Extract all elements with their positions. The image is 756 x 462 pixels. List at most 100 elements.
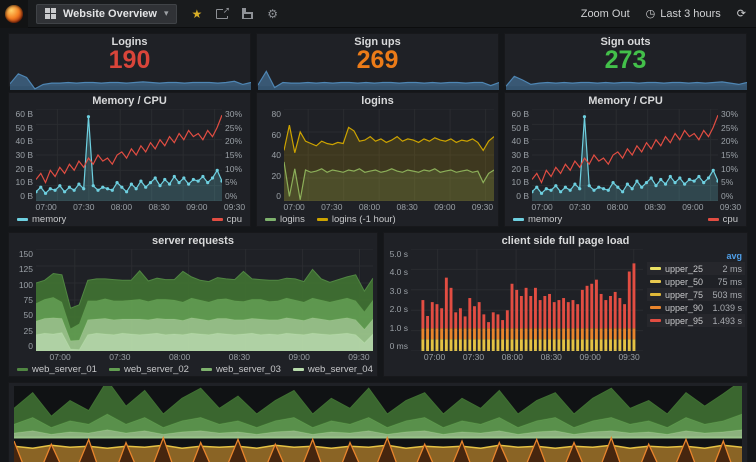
series-swatch (265, 217, 276, 221)
refresh-button[interactable]: ⟳ (737, 7, 746, 20)
series-label: upper_50 (665, 276, 704, 287)
series-avg-value: 1.493 s (712, 315, 742, 326)
series-swatch (17, 367, 28, 371)
legend-row[interactable]: upper_95 1.493 s (647, 314, 745, 327)
series-label: web_server_02 (123, 363, 189, 375)
memory-cpu-plot[interactable] (36, 109, 222, 201)
panel-title[interactable]: Sign ups (354, 35, 401, 48)
series-avg-value: 1.039 s (712, 302, 742, 313)
panel-title[interactable]: client side full page load (501, 234, 630, 247)
panel-title[interactable]: Sign outs (600, 35, 651, 48)
x-axis: 07:00 07:30 08:00 08:30 09:00 09:30 (423, 352, 640, 362)
zoom-out-button[interactable]: Zoom Out (580, 7, 630, 20)
save-icon[interactable] (242, 8, 254, 19)
legend: memory cpu (505, 212, 746, 226)
dashboard-picker[interactable]: Website Overview ▾ (36, 3, 178, 24)
series-avg-value: 2 ms (722, 263, 742, 274)
y-axis-right: 30% 25% 20% 15% 10% 5% 0% (225, 109, 243, 201)
y-axis-right: 30% 25% 20% 15% 10% 5% 0% (721, 109, 739, 201)
sparkline (506, 70, 747, 90)
series-avg-value: 503 ms (712, 289, 742, 300)
series-label: cpu (226, 213, 242, 225)
stat-panel-logins: Logins 190 (8, 33, 251, 90)
dashboard-grid-icon (45, 8, 56, 19)
series-swatch (292, 367, 304, 371)
series-label: web_server_04 (307, 363, 373, 375)
series-swatch (17, 217, 28, 221)
x-axis: 07:00 07:30 08:00 08:30 09:00 09:30 (283, 202, 494, 212)
big-graph-row: server requests 150 125 100 75 50 25 0 07:00 07… (8, 232, 748, 377)
overview-plot[interactable] (14, 386, 742, 462)
series-swatch (650, 306, 661, 309)
legend-row[interactable]: upper_50 75 ms (647, 275, 745, 288)
series-swatch (650, 267, 661, 270)
series-label: upper_90 (665, 302, 704, 313)
series-label: web_server_03 (215, 363, 281, 375)
panel-title[interactable]: Memory / CPU (588, 94, 663, 107)
series-label: memory (32, 213, 67, 225)
series-label: memory (528, 213, 563, 225)
series-label: logins (280, 213, 305, 225)
sparkline (258, 70, 499, 90)
panel-title[interactable]: Logins (111, 35, 148, 48)
legend-table: avg upper_25 2 ms upper_50 75 ms upper_7… (647, 250, 745, 327)
server-requests-panel: server requests 150 125 100 75 50 25 0 07:00 07… (8, 232, 378, 377)
y-axis-left: 150 125 100 75 50 25 0 (18, 249, 33, 351)
grafana-logo[interactable] (0, 0, 28, 28)
logins-plot[interactable] (284, 109, 494, 201)
page-load-panel: client side full page load 5.0 s 4.0 s 3.0… (383, 232, 748, 377)
series-label: logins (-1 hour) (331, 213, 396, 225)
legend: logins logins (-1 hour) (257, 212, 498, 226)
legend: web_server_01 web_server_02 web_server_03 w… (9, 362, 377, 376)
series-label: web_server_01 (32, 363, 97, 375)
page-load-plot[interactable] (411, 249, 643, 351)
clock-icon: ◷ (645, 8, 656, 20)
series-swatch (650, 280, 661, 283)
series-label: upper_95 (665, 315, 704, 326)
series-swatch (108, 367, 120, 371)
series-avg-value: 75 ms (717, 276, 742, 287)
x-axis: 07:00 07:30 08:00 08:30 09:00 09:30 (531, 202, 742, 212)
time-range-label: Last 3 hours (660, 7, 721, 20)
stat-value: 273 (604, 46, 647, 74)
share-icon[interactable] (216, 4, 231, 19)
x-axis: 07:00 07:30 08:00 08:30 09:00 09:30 (49, 352, 370, 362)
panel-title[interactable]: logins (361, 94, 394, 107)
overview-panel (8, 382, 748, 462)
legend-avg-header[interactable]: avg (726, 251, 742, 261)
legend-row[interactable]: upper_25 2 ms (647, 262, 745, 275)
legend-row[interactable]: upper_75 503 ms (647, 288, 745, 301)
top-navbar: Website Overview ▾ ★ ⚙ Zoom Out ◷ Last 3… (0, 0, 756, 28)
star-icon[interactable]: ★ (191, 6, 203, 21)
time-range-picker[interactable]: ◷ Last 3 hours (645, 7, 721, 21)
legend-rows: upper_25 2 ms upper_50 75 ms upper_75 50… (647, 262, 745, 327)
memory-cpu-plot[interactable] (532, 109, 718, 201)
stat-panel-signouts: Sign outs 273 (504, 33, 747, 90)
series-swatch (211, 217, 223, 221)
dashboard-title: Website Overview (63, 7, 157, 20)
stat-value: 190 (108, 46, 151, 74)
gear-icon[interactable]: ⚙ (267, 6, 279, 21)
series-swatch (316, 217, 328, 221)
panel-title[interactable]: Memory / CPU (92, 94, 167, 107)
x-axis: 07:00 07:30 08:00 08:30 09:00 09:30 (35, 202, 246, 212)
legend: memory cpu (9, 212, 250, 226)
sparkline (10, 70, 251, 90)
stat-row: Logins 190 Sign ups 269 Sign outs 273 (8, 33, 748, 90)
refresh-icon: ⟳ (736, 8, 746, 20)
panel-title[interactable]: server requests (152, 234, 234, 247)
y-axis-left: 80 60 40 20 0 (271, 109, 281, 201)
server-requests-plot[interactable] (36, 249, 373, 351)
legend-row[interactable]: upper_90 1.039 s (647, 301, 745, 314)
chevron-down-icon: ▾ (163, 8, 169, 18)
series-swatch (200, 367, 212, 371)
logins-panel: logins 80 60 40 20 0 07:00 07:30 08:00 08:30 09:… (256, 92, 499, 227)
series-swatch (650, 293, 661, 296)
series-label: upper_25 (665, 263, 704, 274)
